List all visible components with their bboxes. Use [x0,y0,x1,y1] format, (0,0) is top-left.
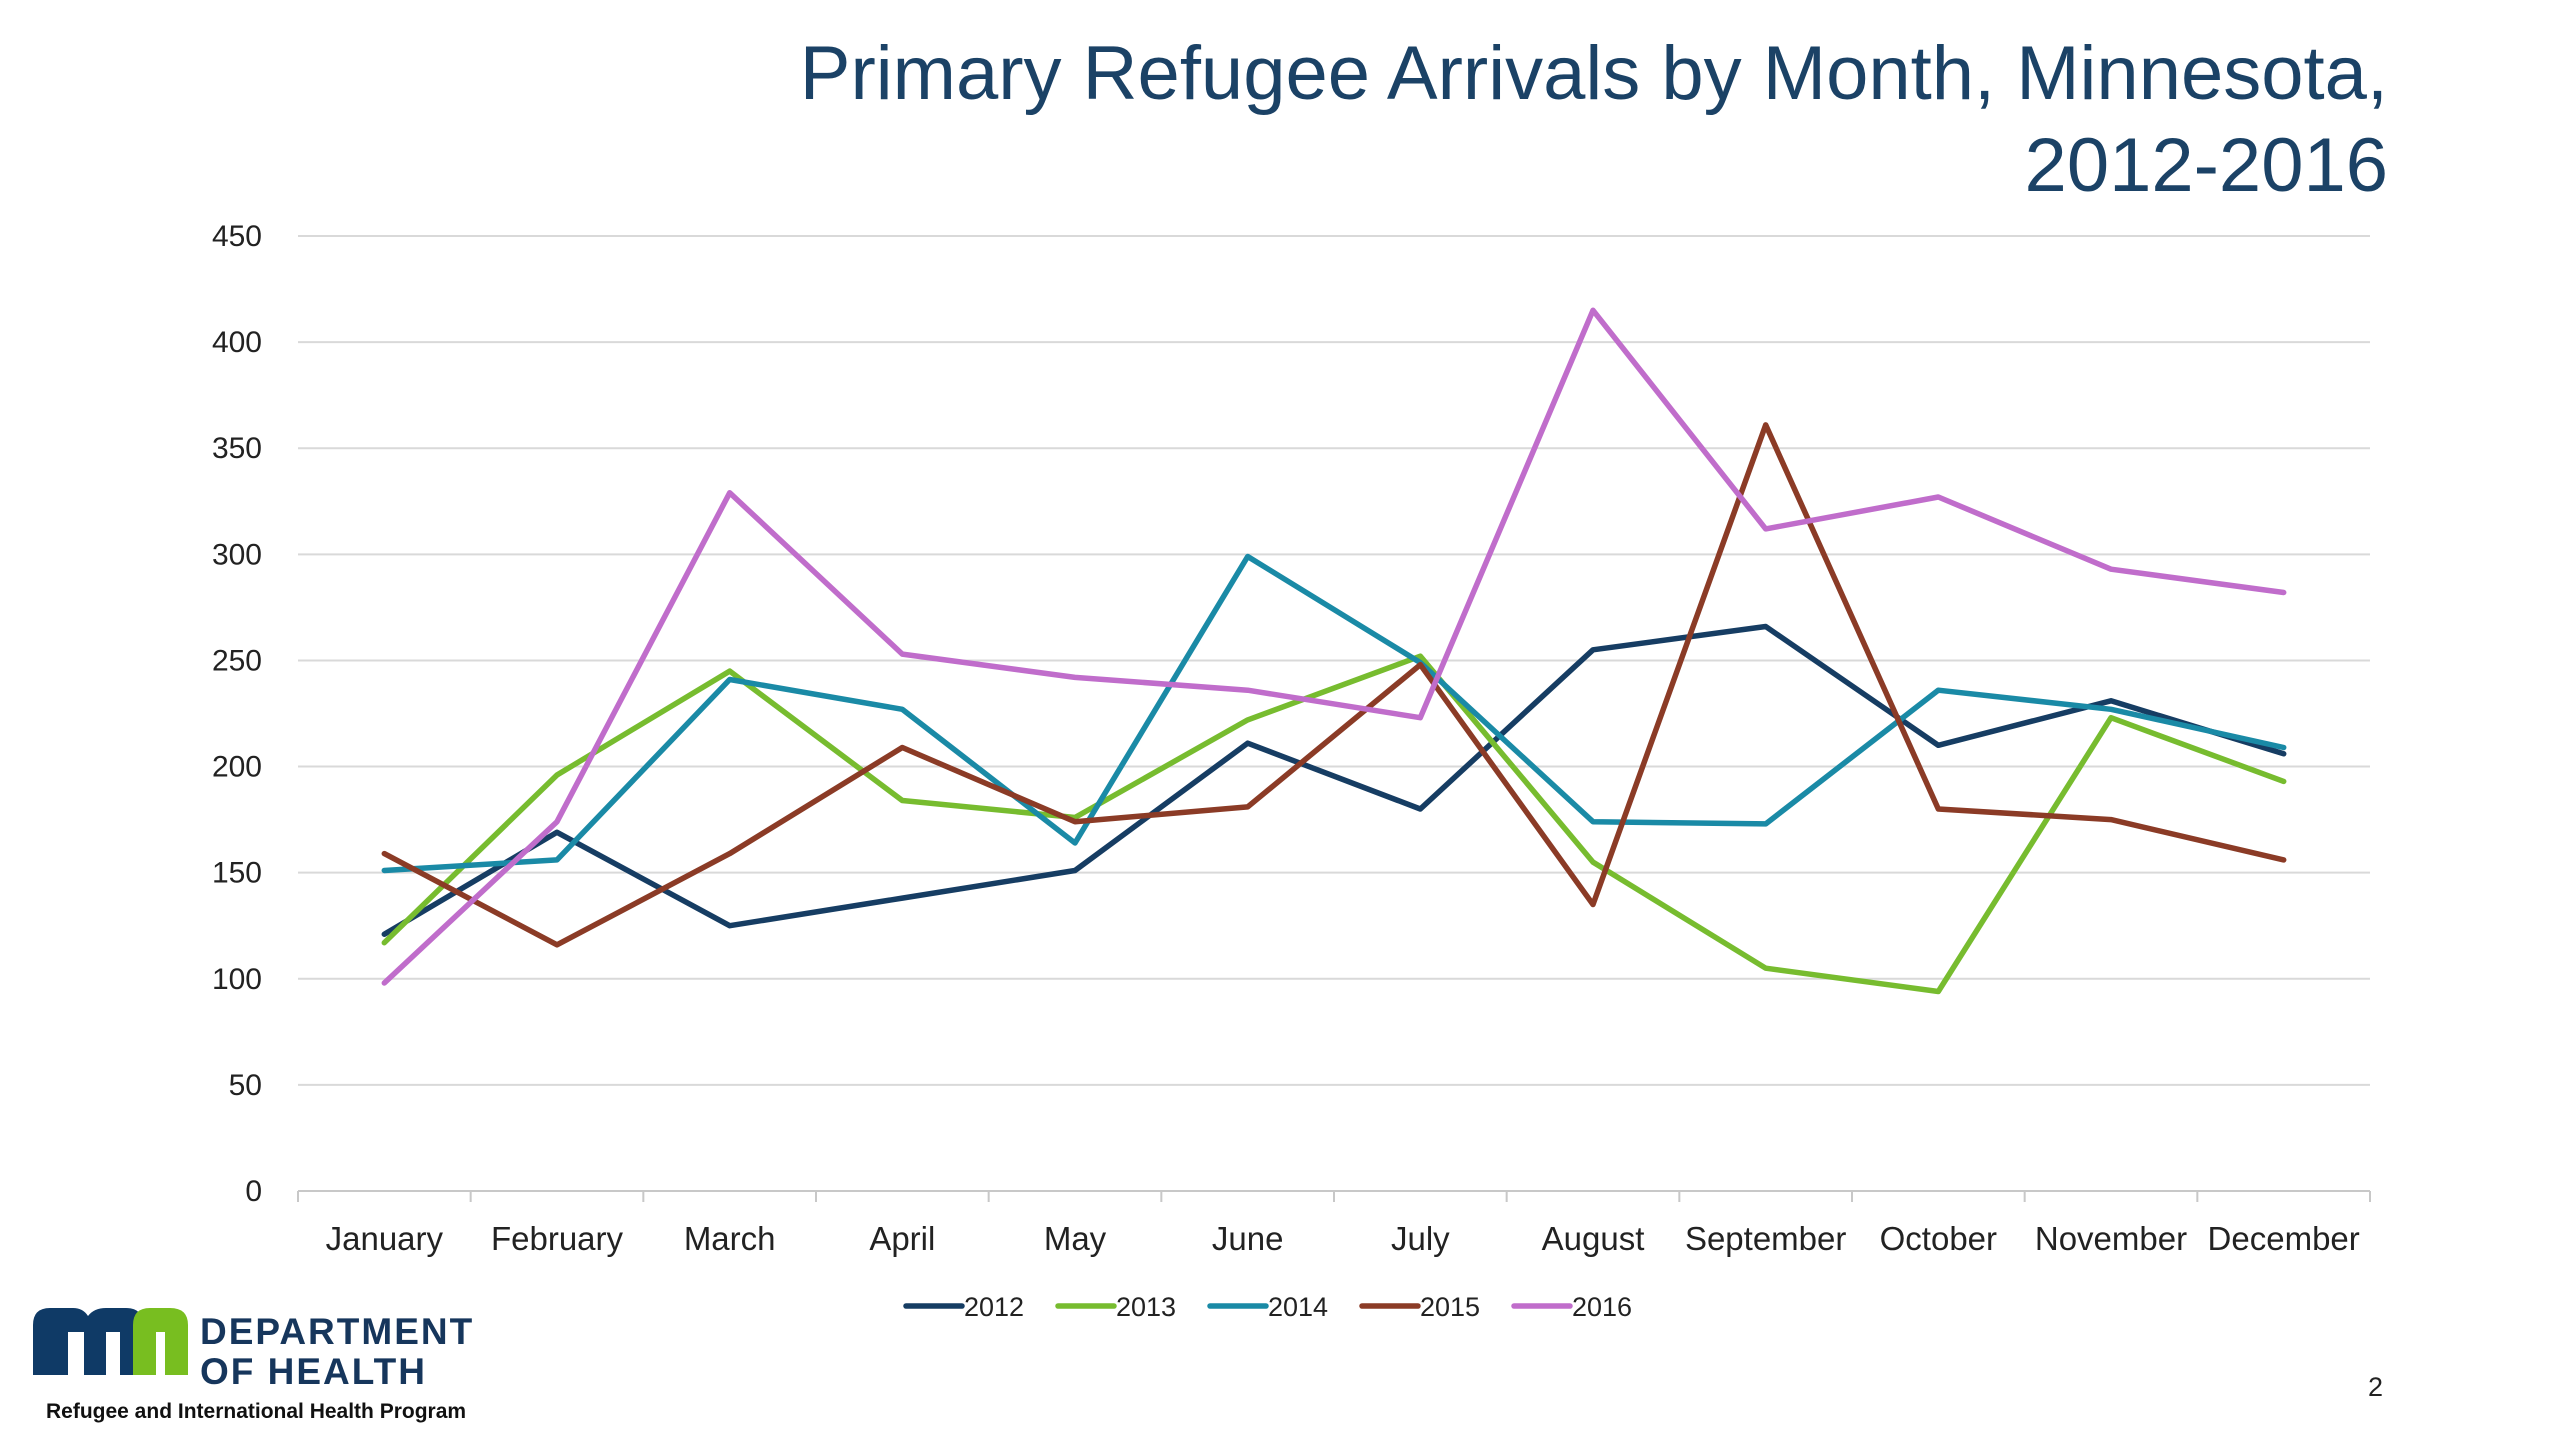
y-tick-label: 100 [212,963,262,996]
x-tick-label: July [1391,1220,1450,1257]
logo-n-shape [133,1308,188,1375]
x-tick-label: January [326,1220,444,1257]
mn-logo-icon [33,1308,188,1375]
x-tick-label: August [1542,1220,1645,1257]
y-tick-label: 450 [212,220,262,253]
legend-label-2013: 2013 [1116,1292,1176,1322]
y-tick-label: 0 [245,1175,262,1208]
series-lines [381,307,2287,995]
x-axis: January February March April May June July Augu… [297,1190,2371,1257]
gridlines [298,235,2370,1086]
y-tick-label: 350 [212,432,262,465]
y-tick-label: 300 [212,538,262,571]
x-tick-label: March [684,1220,776,1257]
chart-title: Primary Refugee Arrivals by Month, Minne… [688,28,2388,212]
series-line-2014 [381,553,2287,874]
logo-m-shape [33,1308,143,1375]
x-tick-label: December [2208,1220,2360,1257]
y-tick-label: 250 [212,644,262,677]
y-tick-label: 50 [229,1069,262,1102]
legend-label-2015: 2015 [1420,1292,1480,1322]
y-tick-label: 200 [212,751,262,784]
logo-text-line-2: OF HEALTH [200,1351,427,1392]
x-tick-label: November [2035,1220,2187,1257]
chart-title-line-2: 2012-2016 [2024,123,2388,208]
program-name: Refugee and International Health Program [46,1400,467,1423]
y-tick-label: 400 [212,326,262,359]
series-line-2012 [381,623,2287,937]
series-line-2016 [381,307,2287,986]
legend-label-2012: 2012 [964,1292,1024,1322]
x-tick-label: February [491,1220,624,1257]
series-line-2015 [381,422,2287,948]
x-tick-label: May [1044,1220,1107,1257]
department-of-health-wordmark: DEPARTMENT OF HEALTH [200,1312,474,1392]
y-tick-label: 150 [212,857,262,890]
y-axis-ticks: 0 50 100 150 200 250 300 350 400 450 [212,220,262,1208]
legend: 2012 2013 2014 2015 2016 [903,1292,1632,1322]
x-tick-label: October [1880,1220,1997,1257]
chart-title-line-1: Primary Refugee Arrivals by Month, Minne… [799,31,2388,116]
legend-label-2016: 2016 [1572,1292,1632,1322]
x-tick-label: June [1212,1220,1284,1257]
logo-text-line-1: DEPARTMENT [200,1311,475,1352]
legend-label-2014: 2014 [1268,1292,1328,1322]
series-line-2013 [381,653,2287,995]
page-number: 2 [2368,1372,2384,1402]
x-tick-label: September [1685,1220,1846,1257]
x-tick-label: April [869,1220,935,1257]
